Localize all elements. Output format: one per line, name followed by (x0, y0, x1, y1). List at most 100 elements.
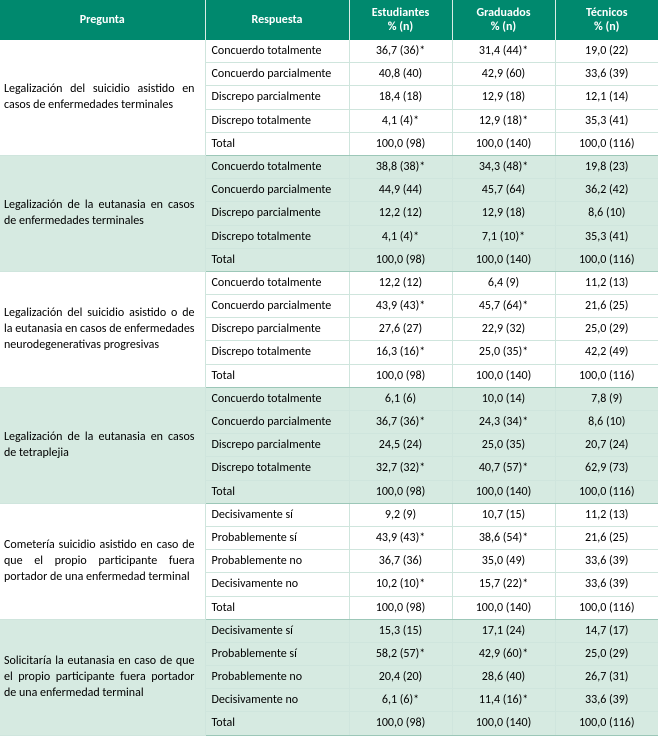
graduados-value: 38,6 (54)* (452, 526, 555, 549)
tecnicos-value: 33,6 (39) (555, 550, 658, 573)
question-cell: Legalización del suicidio asistido o de … (0, 271, 205, 387)
table-row: Legalización del suicidio asistido en ca… (0, 40, 658, 63)
graduados-value: 25,0 (35) (452, 434, 555, 457)
tecnicos-value: 11,2 (13) (555, 271, 658, 294)
tecnicos-value: 25,0 (29) (555, 318, 658, 341)
estudiantes-value: 10,2 (10)* (349, 573, 452, 596)
table-header-row: Pregunta Respuesta Estudiantes % (n) Gra… (0, 0, 658, 40)
response-cell: Probablemente sí (205, 526, 349, 549)
response-cell: Concuerdo parcialmente (205, 63, 349, 86)
graduados-value: 7,1 (10)* (452, 225, 555, 248)
estudiantes-value: 38,8 (38)* (349, 155, 452, 178)
graduados-value: 42,9 (60)* (452, 642, 555, 665)
tecnicos-value: 8,6 (10) (555, 202, 658, 225)
tecnicos-value: 7,8 (9) (555, 387, 658, 410)
tecnicos-value: 100,0 (116) (555, 248, 658, 271)
estudiantes-value: 27,6 (27) (349, 318, 452, 341)
table-row: Legalización de la eutanasia en casos de… (0, 387, 658, 410)
estudiantes-value: 6,1 (6) (349, 387, 452, 410)
response-cell: Total (205, 364, 349, 387)
estudiantes-value: 12,2 (12) (349, 271, 452, 294)
graduados-value: 25,0 (35)* (452, 341, 555, 364)
tecnicos-value: 100,0 (116) (555, 596, 658, 619)
estudiantes-value: 16,3 (16)* (349, 341, 452, 364)
estudiantes-value: 9,2 (9) (349, 503, 452, 526)
col-header-tecnicos-sub: % (n) (562, 20, 653, 34)
response-cell: Discrepo parcialmente (205, 86, 349, 109)
table-body: Legalización del suicidio asistido en ca… (0, 40, 658, 735)
graduados-value: 31,4 (44)* (452, 40, 555, 63)
response-cell: Concuerdo totalmente (205, 387, 349, 410)
graduados-value: 100,0 (140) (452, 596, 555, 619)
graduados-value: 34,3 (48)* (452, 155, 555, 178)
tecnicos-value: 21,6 (25) (555, 526, 658, 549)
response-cell: Total (205, 480, 349, 503)
graduados-value: 17,1 (24) (452, 619, 555, 642)
response-cell: Concuerdo parcialmente (205, 295, 349, 318)
col-header-graduados-sub: % (n) (459, 20, 549, 34)
tecnicos-value: 21,6 (25) (555, 295, 658, 318)
estudiantes-value: 18,4 (18) (349, 86, 452, 109)
col-header-respuesta: Respuesta (205, 0, 349, 40)
table-row: Legalización de la eutanasia en casos de… (0, 155, 658, 178)
estudiantes-value: 58,2 (57)* (349, 642, 452, 665)
graduados-value: 35,0 (49) (452, 550, 555, 573)
estudiantes-value: 15,3 (15) (349, 619, 452, 642)
response-cell: Total (205, 712, 349, 735)
graduados-value: 42,9 (60) (452, 63, 555, 86)
tecnicos-value: 62,9 (73) (555, 457, 658, 480)
graduados-value: 11,4 (16)* (452, 689, 555, 712)
tecnicos-value: 100,0 (116) (555, 480, 658, 503)
col-header-pregunta: Pregunta (0, 0, 205, 40)
tecnicos-value: 33,6 (39) (555, 573, 658, 596)
estudiantes-value: 4,1 (4)* (349, 109, 452, 132)
response-cell: Concuerdo totalmente (205, 155, 349, 178)
tecnicos-value: 19,0 (22) (555, 40, 658, 63)
tecnicos-value: 42,2 (49) (555, 341, 658, 364)
estudiantes-value: 24,5 (24) (349, 434, 452, 457)
col-header-tecnicos: Técnicos % (n) (555, 0, 658, 40)
col-header-tecnicos-label: Técnicos (586, 6, 628, 20)
estudiantes-value: 44,9 (44) (349, 179, 452, 202)
estudiantes-value: 40,8 (40) (349, 63, 452, 86)
response-cell: Decisivamente sí (205, 503, 349, 526)
question-cell: Legalización de la eutanasia en casos de… (0, 387, 205, 503)
tecnicos-value: 12,1 (14) (555, 86, 658, 109)
estudiantes-value: 6,1 (6)* (349, 689, 452, 712)
graduados-value: 100,0 (140) (452, 132, 555, 155)
table-row: Cometería suicidio asistido en caso de q… (0, 503, 658, 526)
response-cell: Discrepo parcialmente (205, 202, 349, 225)
response-cell: Discrepo parcialmente (205, 434, 349, 457)
response-cell: Total (205, 248, 349, 271)
col-header-estudiantes-label: Estudiantes (372, 6, 430, 20)
estudiantes-value: 36,7 (36) (349, 550, 452, 573)
euthanasia-survey-table: Pregunta Respuesta Estudiantes % (n) Gra… (0, 0, 658, 736)
estudiantes-value: 43,9 (43)* (349, 295, 452, 318)
response-cell: Discrepo totalmente (205, 341, 349, 364)
tecnicos-value: 33,6 (39) (555, 689, 658, 712)
col-header-graduados: Graduados % (n) (452, 0, 555, 40)
estudiantes-value: 100,0 (98) (349, 364, 452, 387)
graduados-value: 10,7 (15) (452, 503, 555, 526)
estudiantes-value: 100,0 (98) (349, 596, 452, 619)
response-cell: Probablemente sí (205, 642, 349, 665)
tecnicos-value: 33,6 (39) (555, 63, 658, 86)
graduados-value: 15,7 (22)* (452, 573, 555, 596)
response-cell: Decisivamente no (205, 573, 349, 596)
estudiantes-value: 4,1 (4)* (349, 225, 452, 248)
response-cell: Total (205, 596, 349, 619)
graduados-value: 40,7 (57)* (452, 457, 555, 480)
tecnicos-value: 25,0 (29) (555, 642, 658, 665)
estudiantes-value: 100,0 (98) (349, 132, 452, 155)
tecnicos-value: 20,7 (24) (555, 434, 658, 457)
graduados-value: 28,6 (40) (452, 666, 555, 689)
question-cell: Legalización del suicidio asistido en ca… (0, 40, 205, 155)
response-cell: Concuerdo parcialmente (205, 179, 349, 202)
table-row: Legalización del suicidio asistido o de … (0, 271, 658, 294)
estudiantes-value: 100,0 (98) (349, 712, 452, 735)
estudiantes-value: 12,2 (12) (349, 202, 452, 225)
tecnicos-value: 26,7 (31) (555, 666, 658, 689)
response-cell: Total (205, 132, 349, 155)
tecnicos-value: 35,3 (41) (555, 109, 658, 132)
graduados-value: 100,0 (140) (452, 364, 555, 387)
